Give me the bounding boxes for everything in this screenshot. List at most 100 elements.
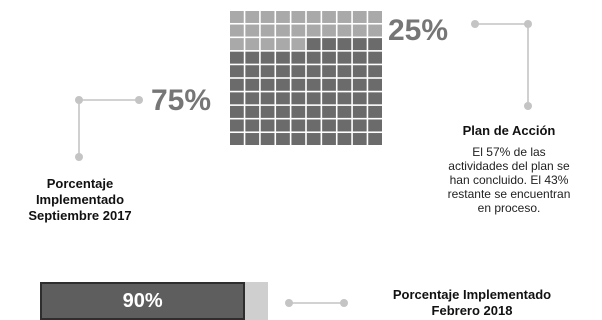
- waffle-cell: [368, 78, 382, 91]
- waffle-cell: [276, 24, 290, 37]
- waffle-cell: [245, 65, 260, 78]
- plan-text-line: El 57% de las: [472, 145, 546, 159]
- waffle-cell: [230, 119, 244, 132]
- main-percentage: 75%: [151, 84, 212, 117]
- connector-left: [75, 96, 143, 161]
- waffle-cell: [260, 78, 275, 91]
- feb-heading: Porcentaje Implementado Febrero 2018: [352, 287, 592, 319]
- waffle-cell: [352, 105, 367, 118]
- waffle-cell: [230, 38, 244, 51]
- plan-text: El 57% de las actividades del plan se ha…: [420, 145, 598, 215]
- waffle-cell: [337, 133, 352, 145]
- waffle-cell: [291, 92, 306, 105]
- sept-heading-line: Implementado: [35, 192, 125, 207]
- waffle-cell: [352, 119, 367, 132]
- waffle-cell: [260, 51, 275, 64]
- waffle-cell: [306, 92, 321, 105]
- plan-text-line: en proceso.: [477, 201, 541, 215]
- waffle-cell: [306, 51, 321, 64]
- waffle-cell: [276, 38, 290, 51]
- top-percentage: 25%: [388, 14, 449, 47]
- sept-heading: Porcentaje Implementado Septiembre 2017: [0, 176, 160, 224]
- waffle-cell: [291, 51, 306, 64]
- waffle-cell: [322, 133, 336, 145]
- waffle-cell: [260, 38, 275, 51]
- waffle-cell: [337, 51, 352, 64]
- waffle-cell: [291, 119, 306, 132]
- feb-heading-line: Porcentaje Implementado: [392, 287, 552, 302]
- waffle-cell: [368, 38, 382, 51]
- waffle-cell: [245, 133, 260, 145]
- waffle-cell: [352, 92, 367, 105]
- waffle-cell: [322, 38, 336, 51]
- waffle-cell: [368, 51, 382, 64]
- waffle-cell: [337, 92, 352, 105]
- waffle-cell: [276, 119, 290, 132]
- waffle-cell: [352, 78, 367, 91]
- waffle-cell: [276, 51, 290, 64]
- waffle-cell: [230, 105, 244, 118]
- waffle-cell: [322, 51, 336, 64]
- waffle-cell: [276, 133, 290, 145]
- waffle-cell: [306, 119, 321, 132]
- waffle-chart: [230, 11, 382, 145]
- waffle-cell: [306, 133, 321, 145]
- plan-block: Plan de Acción El 57% de las actividades…: [420, 123, 598, 215]
- waffle-cell: [260, 92, 275, 105]
- waffle-cell: [368, 119, 382, 132]
- waffle-cell: [322, 78, 336, 91]
- progress-bar: 90%: [40, 282, 268, 320]
- waffle-cell: [291, 38, 306, 51]
- waffle-cell: [352, 11, 367, 23]
- waffle-cell: [306, 105, 321, 118]
- waffle-cell: [245, 92, 260, 105]
- waffle-cell: [291, 133, 306, 145]
- waffle-cell: [291, 11, 306, 23]
- waffle-cell: [322, 92, 336, 105]
- waffle-cell: [230, 11, 244, 23]
- waffle-cell: [306, 78, 321, 91]
- waffle-cell: [306, 11, 321, 23]
- waffle-cell: [368, 24, 382, 37]
- waffle-cell: [291, 78, 306, 91]
- waffle-cell: [260, 133, 275, 145]
- waffle-cell: [260, 65, 275, 78]
- waffle-cell: [368, 133, 382, 145]
- waffle-cell: [322, 65, 336, 78]
- feb-heading-line: Febrero 2018: [431, 303, 513, 318]
- waffle-cell: [368, 92, 382, 105]
- waffle-cell: [230, 92, 244, 105]
- waffle-cell: [260, 105, 275, 118]
- waffle-cell: [260, 119, 275, 132]
- waffle-cell: [230, 24, 244, 37]
- waffle-cell: [230, 78, 244, 91]
- waffle-cell: [230, 65, 244, 78]
- waffle-cell: [352, 51, 367, 64]
- waffle-cell: [352, 133, 367, 145]
- waffle-cell: [245, 78, 260, 91]
- waffle-cell: [352, 38, 367, 51]
- progress-fill: 90%: [40, 282, 246, 320]
- waffle-cell: [322, 105, 336, 118]
- waffle-cell: [368, 105, 382, 118]
- plan-text-line: restante se encuentran: [447, 187, 571, 201]
- waffle-cell: [276, 78, 290, 91]
- waffle-cell: [322, 119, 336, 132]
- waffle-cell: [230, 133, 244, 145]
- waffle-cell: [291, 105, 306, 118]
- connector-bottom: [285, 299, 348, 307]
- waffle-cell: [276, 92, 290, 105]
- plan-text-line: han concluido. El 43%: [449, 173, 569, 187]
- waffle-cell: [352, 65, 367, 78]
- waffle-cell: [352, 24, 367, 37]
- waffle-cell: [306, 24, 321, 37]
- progress-label: 90%: [122, 289, 163, 312]
- waffle-cell: [291, 65, 306, 78]
- waffle-cell: [306, 38, 321, 51]
- waffle-cell: [276, 11, 290, 23]
- waffle-cell: [306, 65, 321, 78]
- waffle-cell: [368, 11, 382, 23]
- waffle-cell: [322, 24, 336, 37]
- waffle-cell: [230, 51, 244, 64]
